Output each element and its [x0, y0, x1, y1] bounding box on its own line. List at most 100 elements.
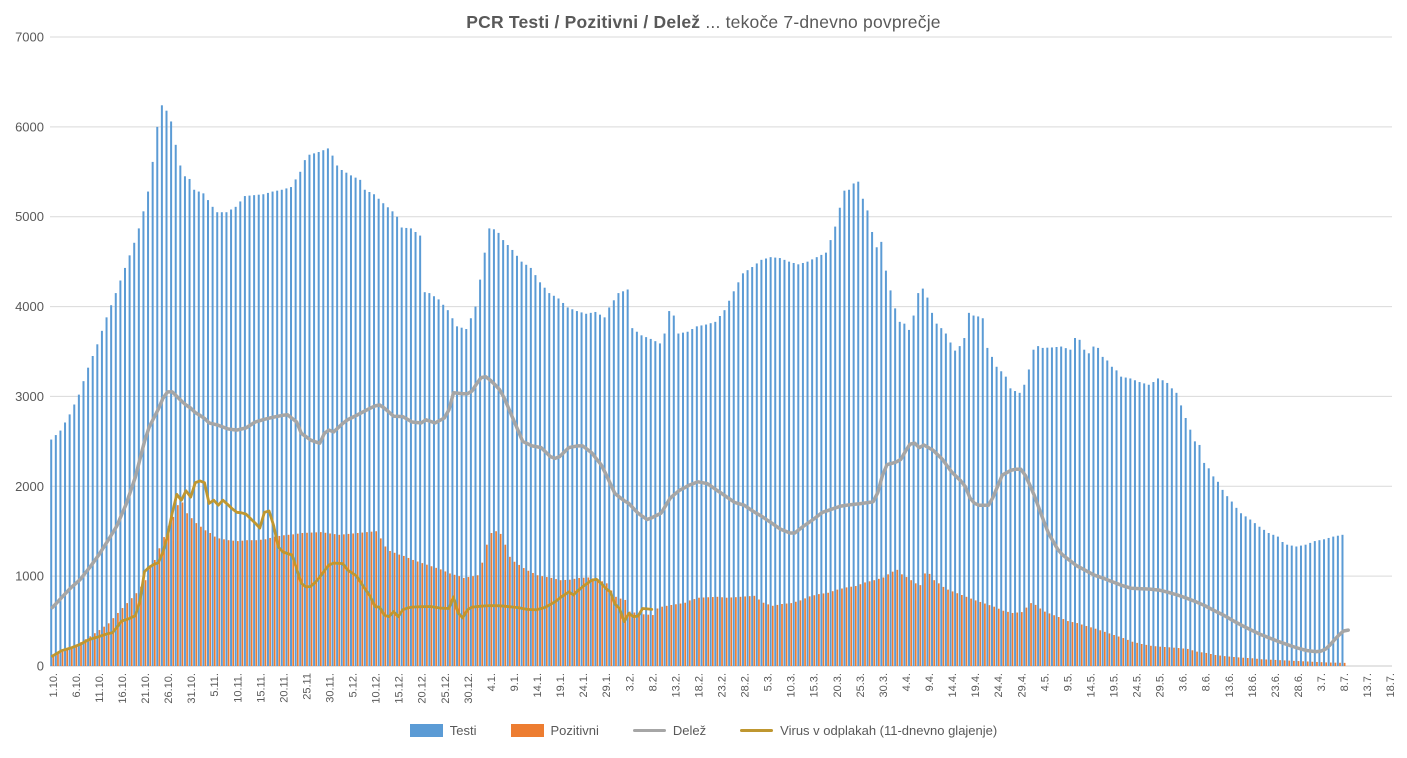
pozitivni-bar — [619, 598, 622, 666]
testi-bar — [1216, 481, 1219, 666]
testi-bar — [755, 263, 758, 666]
testi-bar — [769, 257, 772, 666]
pozitivni-bar — [785, 603, 788, 666]
testi-bar — [626, 289, 629, 666]
testi-bar — [1341, 534, 1344, 666]
y-tick-label: 3000 — [15, 389, 44, 404]
testi-bar — [935, 323, 938, 666]
pozitivni-bar — [997, 608, 1000, 666]
testi-bar — [488, 228, 491, 666]
pozitivni-bar — [1062, 619, 1065, 666]
testi-bar — [682, 332, 685, 666]
x-tick-label: 3.2. — [624, 673, 636, 691]
y-tick-label: 7000 — [15, 30, 44, 45]
pozitivni-bar — [808, 596, 811, 666]
pozitivni-bar — [213, 536, 216, 666]
pozitivni-bar — [758, 599, 760, 666]
pozitivni-bar — [375, 531, 378, 666]
x-tick-label: 20.12. — [417, 673, 429, 704]
pozitivni-bar — [707, 597, 710, 666]
x-tick-label: 29.1. — [601, 673, 613, 697]
pozitivni-bar — [628, 611, 631, 666]
pozitivni-bar — [1343, 662, 1346, 666]
testi-bar — [1000, 371, 1003, 666]
pozitivni-bar — [181, 502, 184, 666]
testi-bar — [114, 293, 117, 666]
testi-bar — [1198, 444, 1201, 666]
testi-bar — [912, 315, 915, 666]
pozitivni-bar — [513, 561, 516, 666]
testi-bar — [774, 257, 777, 666]
x-tick-label: 10.12. — [371, 673, 383, 704]
pozitivni-bar — [910, 580, 912, 666]
pozitivni-bar — [495, 531, 497, 666]
pozitivni-bar — [453, 574, 456, 666]
testi-bar — [848, 189, 851, 666]
pozitivni-bar — [407, 557, 410, 666]
pozitivni-bar — [107, 623, 110, 666]
pozitivni-bar — [462, 577, 465, 666]
testi-bar — [1212, 476, 1215, 666]
testi-bar — [1276, 536, 1279, 666]
testi-bar — [834, 226, 837, 666]
pozitivni-bar — [306, 532, 308, 666]
testi-bar — [866, 210, 869, 666]
pozitivni-bar — [1108, 633, 1111, 666]
pozitivni-bar — [711, 597, 714, 666]
testi-bar — [442, 304, 445, 666]
testi-bar — [326, 148, 329, 666]
x-tick-label: 3.6. — [1178, 673, 1190, 691]
testi-bar — [1336, 535, 1339, 666]
testi-bar — [990, 356, 993, 666]
pozitivni-bar — [135, 593, 138, 666]
testi-bar — [631, 328, 634, 666]
pozitivni-bar — [624, 599, 627, 666]
y-tick-label: 0 — [37, 659, 44, 674]
testi-bar — [1272, 534, 1275, 666]
pozitivni-bar — [177, 505, 179, 666]
testi-bar — [437, 299, 440, 666]
testi-bar — [243, 196, 246, 666]
pozitivni-bar — [287, 534, 290, 666]
pozitivni-bar — [1044, 611, 1046, 666]
testi-bar — [672, 315, 675, 666]
testi-bar — [64, 422, 67, 666]
testi-bar — [981, 318, 984, 666]
x-tick-label: 8.6. — [1201, 673, 1213, 691]
testi-bar — [156, 126, 159, 667]
testi-bar — [446, 310, 449, 666]
testi-bar — [197, 191, 200, 666]
y-tick-label: 4000 — [15, 299, 44, 314]
pozitivni-bar — [426, 564, 428, 666]
testi-bar — [677, 333, 680, 666]
pozitivni-bar — [1251, 658, 1254, 666]
testi-bar — [612, 300, 615, 666]
pozitivni-bar — [702, 597, 705, 666]
testi-bar — [1221, 489, 1224, 666]
testi-bar — [1295, 546, 1298, 666]
testi-bar — [520, 261, 523, 666]
x-tick-label: 9.1. — [509, 673, 521, 691]
pozitivni-bar — [771, 605, 774, 666]
pozitivni-bar — [1228, 656, 1231, 666]
pozitivni-bar — [273, 536, 276, 666]
pozitivni-bar — [1034, 604, 1037, 666]
pozitivni-bar — [675, 604, 677, 666]
pozitivni-bar — [66, 649, 69, 666]
testi-bar — [686, 331, 689, 666]
pozitivni-bar — [172, 516, 175, 666]
x-tick-label: 9.4. — [924, 673, 936, 691]
pozitivni-bar — [532, 572, 534, 666]
testi-bar — [331, 155, 334, 666]
pozitivni-bar — [333, 534, 336, 666]
testi-bar — [940, 328, 943, 666]
pozitivni-bar — [831, 591, 834, 666]
testi-bar — [220, 212, 223, 666]
testi-bar — [783, 259, 786, 666]
pozitivni-bar — [84, 639, 87, 666]
pozitivni-bar — [481, 562, 484, 666]
pozitivni-bar — [1233, 657, 1235, 666]
testi-bar — [944, 333, 947, 666]
testi-bar — [160, 105, 163, 666]
testi-bar — [479, 279, 482, 666]
